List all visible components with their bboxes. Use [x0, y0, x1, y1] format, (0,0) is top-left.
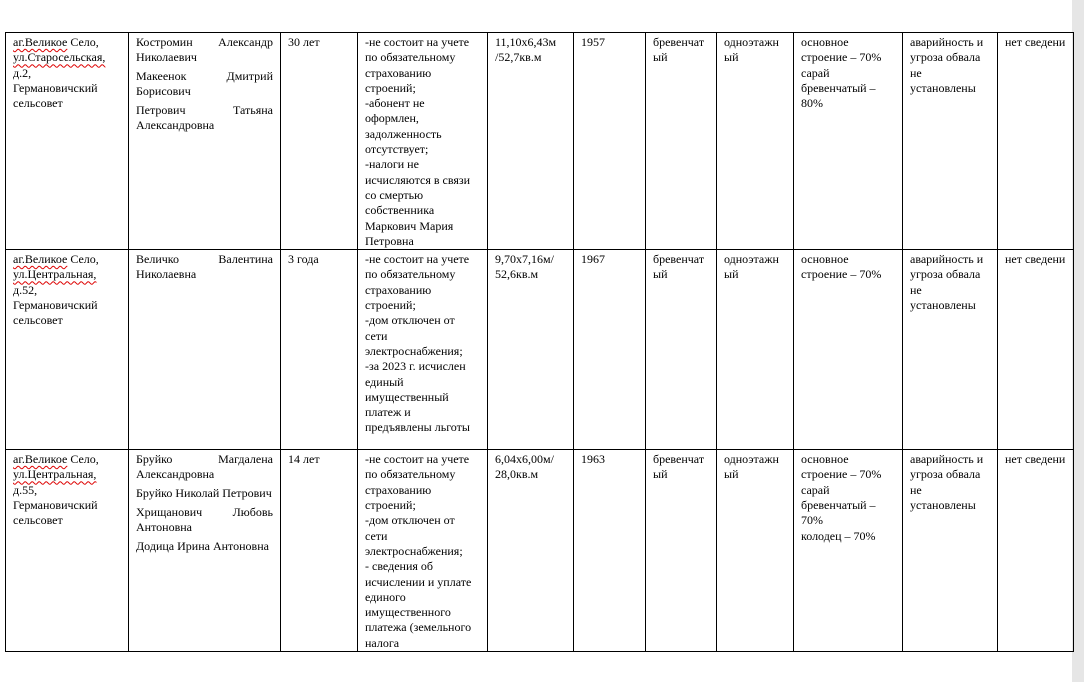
table-row: аг.Великое Село, ул.Старосельская, д.2, … — [5, 31, 1074, 251]
address-street: ул.Центральная, — [13, 267, 97, 282]
address-council: Германовичский сельсовет — [13, 298, 98, 328]
person-name: Петрович Татьяна Александровна — [136, 102, 273, 133]
address-settlement-suffix: Село, — [67, 35, 99, 49]
wear-cell: основное строение – 70% сарай бревенчаты… — [793, 449, 903, 653]
size-cell: 6,04х6,00м/ 28,0кв.м — [487, 449, 574, 653]
address-settlement: аг.Великое — [13, 35, 68, 49]
address-cell: аг.Великое Село, ул.Центральная, д.52, Г… — [5, 249, 129, 451]
floors-cell: одноэтажный — [716, 249, 794, 451]
period-cell: 3 года — [280, 249, 358, 451]
address-settlement-suffix: Село, — [67, 452, 99, 467]
wear-cell: основное строение – 70% — [793, 249, 903, 451]
danger-cell: аварийность и угроза обвала не установле… — [902, 249, 998, 451]
table-row: аг.Великое Село, ул.Центральная, д.52, Г… — [5, 249, 1074, 451]
person-name: Бруйко Николай Петрович — [136, 486, 272, 501]
person-name: Костромин Александр Николаевич — [136, 35, 273, 65]
wear-cell: основное строение – 70% сарай бревенчаты… — [793, 31, 903, 251]
floors-cell: одноэтажный — [716, 449, 794, 653]
period-cell: 14 лет — [280, 449, 358, 653]
address-settlement-suffix: Село, — [67, 252, 99, 267]
persons-cell: Костромин Александр Николаевич Макеенок Д… — [128, 31, 281, 251]
address-settlement: аг.Великое — [13, 252, 68, 267]
year-cell: 1967 — [573, 249, 646, 451]
danger-cell: аварийность и угроза обвала не установле… — [902, 31, 998, 251]
size-cell: 11,10х6,43м /52,7кв.м — [487, 31, 574, 251]
person-name: Хрищанович Любовь Антоновна — [136, 504, 273, 534]
period-cell: 30 лет — [280, 31, 358, 251]
persons-cell: Бруйко Магдалена Александровна Бруйко Ник… — [128, 449, 281, 653]
info-cell: нет сведени — [997, 449, 1074, 653]
danger-cell: аварийность и угроза обвала не установле… — [902, 449, 998, 653]
person-name: Макеенок Дмитрий Борисович — [136, 68, 273, 99]
address-house: д.55, — [13, 482, 38, 497]
floors-cell: одноэтажный — [716, 31, 794, 251]
address-council: Германовичский сельсовет — [13, 80, 98, 111]
address-street: ул.Центральная, — [13, 467, 97, 482]
person-name: Величко Валентина Николаевна — [136, 252, 273, 282]
address-house: д.2, — [13, 65, 32, 80]
material-cell: бревенчатый — [645, 31, 717, 251]
material-cell: бревенчатый — [645, 249, 717, 451]
info-cell: нет сведени — [997, 249, 1074, 451]
notes-cell: -не состоит на учете по обязательному ст… — [357, 249, 488, 451]
year-cell: 1957 — [573, 31, 646, 251]
address-cell: аг.Великое Село, ул.Старосельская, д.2, … — [5, 31, 129, 251]
address-settlement: аг.Великое — [13, 452, 68, 467]
notes-cell: -не состоит на учете по обязательному ст… — [357, 449, 488, 653]
size-cell: 9,70х7,16м/ 52,6кв.м — [487, 249, 574, 451]
info-cell: нет сведени — [997, 31, 1074, 251]
address-council: Германовичский сельсовет — [13, 498, 98, 528]
vertical-scrollbar[interactable] — [1072, 0, 1084, 682]
notes-cell: -не состоит на учете по обязательному ст… — [357, 31, 488, 251]
person-name: Додица Ирина Антоновна — [136, 538, 269, 553]
persons-cell: Величко Валентина Николаевна — [128, 249, 281, 451]
table-row: аг.Великое Село, ул.Центральная, д.55, Г… — [5, 449, 1074, 653]
property-table: аг.Великое Село, ул.Старосельская, д.2, … — [5, 31, 1074, 653]
person-name: Бруйко Магдалена Александровна — [136, 452, 273, 482]
address-house: д.52, — [13, 282, 38, 297]
address-street: ул.Старосельская, — [13, 50, 106, 65]
address-cell: аг.Великое Село, ул.Центральная, д.55, Г… — [5, 449, 129, 653]
material-cell: бревенчатый — [645, 449, 717, 653]
year-cell: 1963 — [573, 449, 646, 653]
